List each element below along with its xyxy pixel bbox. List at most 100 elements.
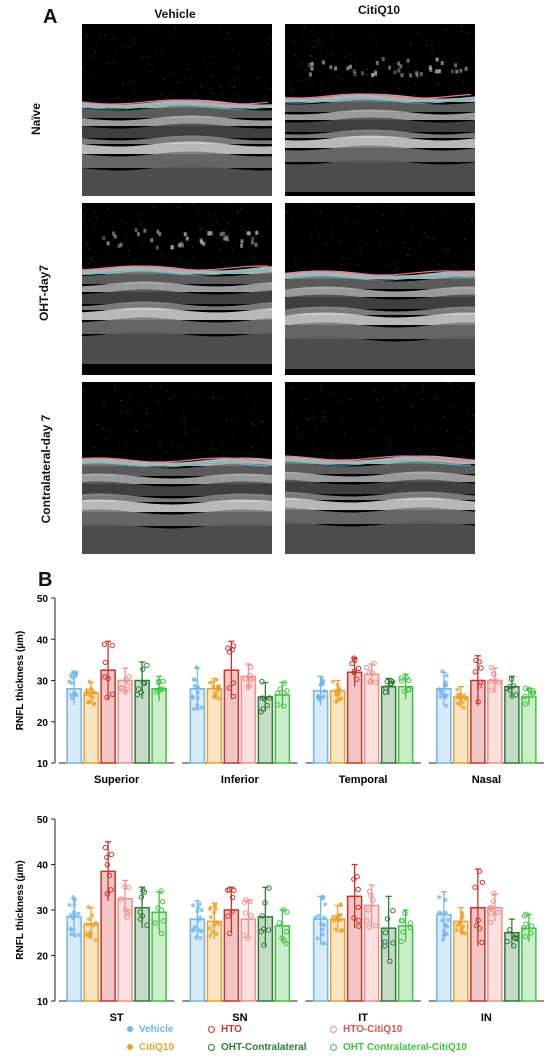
data-point-vehicle [443, 922, 448, 927]
data-point-oht-contralateral-citiq10 [402, 910, 408, 917]
data-point-vehicle [315, 936, 320, 941]
data-point-vehicle [69, 932, 74, 937]
data-point-citiq10 [333, 927, 338, 932]
data-point-vehicle [442, 928, 446, 933]
data-point-oht-contralateral [511, 943, 517, 949]
data-point-hto [104, 891, 111, 897]
data-point-hto [351, 655, 357, 661]
panel-b-label: B [38, 569, 53, 591]
data-point-vehicle [320, 896, 325, 901]
data-point-hto [104, 694, 110, 701]
data-point-vehicle [444, 703, 448, 708]
data-point-hto-citiq10 [364, 664, 370, 671]
data-point-vehicle [72, 912, 77, 917]
data-point-hto-citiq10 [240, 932, 247, 939]
data-point-oht-contralateral [266, 885, 272, 891]
data-point-vehicle [442, 683, 447, 688]
y-tick-label: 50 [37, 815, 49, 826]
data-point-vehicle [197, 928, 202, 933]
row-header-oht-day7: OHT-day7 [37, 265, 51, 322]
legend-label-vehicle: Vehicle [139, 1024, 174, 1035]
data-point-citiq10 [338, 903, 343, 908]
data-point-hto [226, 886, 233, 893]
y-tick-label: 30 [37, 677, 49, 688]
data-point-vehicle [72, 898, 77, 903]
data-point-oht-contralateral-citiq10 [398, 938, 404, 945]
oct-image-contralateral-citiq10 [285, 382, 475, 554]
column-header-citiq10: CitiQ10 [357, 3, 400, 17]
data-point-oht-contralateral [510, 683, 517, 689]
data-point-oht-contralateral-citiq10 [275, 690, 281, 697]
data-point-vehicle [198, 935, 203, 940]
data-point-oht-contralateral [390, 907, 396, 914]
data-point-hto [473, 657, 479, 664]
data-point-citiq10 [208, 933, 213, 938]
data-point-citiq10 [460, 700, 465, 705]
data-point-hto [231, 887, 237, 894]
data-point-hto-citiq10 [370, 897, 376, 903]
data-point-hto [109, 642, 116, 649]
data-point-citiq10 [457, 692, 462, 697]
data-point-vehicle [443, 910, 448, 915]
data-point-vehicle [199, 908, 204, 913]
data-point-vehicle [195, 695, 200, 700]
data-point-citiq10 [208, 915, 213, 920]
data-point-oht-contralateral-citiq10 [398, 678, 404, 684]
data-point-hto-citiq10 [248, 676, 255, 683]
data-point-hto-citiq10 [242, 910, 249, 916]
y-tick-label: 20 [37, 952, 49, 963]
data-point-vehicle [440, 918, 445, 923]
data-point-vehicle [192, 678, 197, 683]
data-point-vehicle [444, 673, 449, 678]
data-point-vehicle [69, 927, 74, 932]
data-point-oht-contralateral [137, 909, 143, 915]
data-point-citiq10 [330, 679, 335, 684]
data-point-oht-contralateral [258, 928, 264, 935]
legend-item-citiq10: CitiQ10 [127, 1042, 174, 1053]
data-point-hto-citiq10 [248, 664, 254, 670]
data-point-vehicle [322, 689, 327, 694]
data-point-hto-citiq10 [123, 906, 129, 913]
oct-image-naive-vehicle [82, 24, 272, 196]
data-point-vehicle [72, 933, 77, 938]
data-point-citiq10 [217, 684, 222, 689]
data-point-citiq10 [212, 910, 217, 915]
data-point-citiq10 [210, 929, 215, 934]
data-point-vehicle [67, 679, 72, 684]
data-point-hto-citiq10 [490, 671, 497, 677]
data-point-hto-citiq10 [487, 919, 494, 925]
data-point-citiq10 [457, 921, 462, 926]
data-point-hto [476, 659, 482, 665]
data-point-hto [106, 872, 113, 879]
x-tick-label: Temporal [339, 774, 388, 786]
data-point-hto-citiq10 [245, 935, 251, 941]
data-point-hto [355, 886, 361, 893]
data-point-oht-contralateral-citiq10 [400, 929, 406, 935]
bar-oht-contralateral [380, 685, 397, 764]
legend-label-oht-contralateral: OHT-Contralateral [221, 1042, 307, 1053]
rnfl-chart-sectors: 10 20 30 40 50 RNFL thickness (µm) ST SN IT IN [15, 815, 544, 1024]
data-point-vehicle [76, 911, 81, 916]
data-point-oht-contralateral [262, 900, 268, 906]
data-point-oht-contralateral-citiq10 [407, 920, 414, 926]
data-point-oht-contralateral-citiq10 [528, 930, 534, 936]
data-point-vehicle [195, 706, 200, 711]
data-point-oht-contralateral-citiq10 [403, 675, 409, 681]
data-point-vehicle [74, 693, 79, 698]
legend-marker-vehicle [127, 1026, 133, 1033]
data-point-oht-contralateral-citiq10 [283, 940, 289, 947]
data-point-oht-contralateral-citiq10 [160, 678, 166, 684]
legend: Vehicle HTO HTO-CitiQ10 CitiQ10 OHT-Cont… [0, 1022, 550, 1058]
data-point-hto [227, 649, 233, 655]
data-point-citiq10 [339, 917, 344, 922]
data-point-oht-contralateral [134, 692, 141, 698]
data-point-hto-citiq10 [365, 907, 372, 913]
x-tick-label: Inferior [221, 774, 260, 786]
legend-item-oht-contralateral-citiq10: OHT Contralateral-CitiQ10 [330, 1042, 467, 1053]
x-tick-label: Superior [94, 774, 140, 786]
y-tick-label: 10 [37, 997, 49, 1008]
data-point-hto-citiq10 [369, 670, 376, 676]
data-point-citiq10 [214, 931, 219, 936]
data-point-hto [101, 641, 108, 648]
data-point-oht-contralateral [138, 894, 145, 900]
